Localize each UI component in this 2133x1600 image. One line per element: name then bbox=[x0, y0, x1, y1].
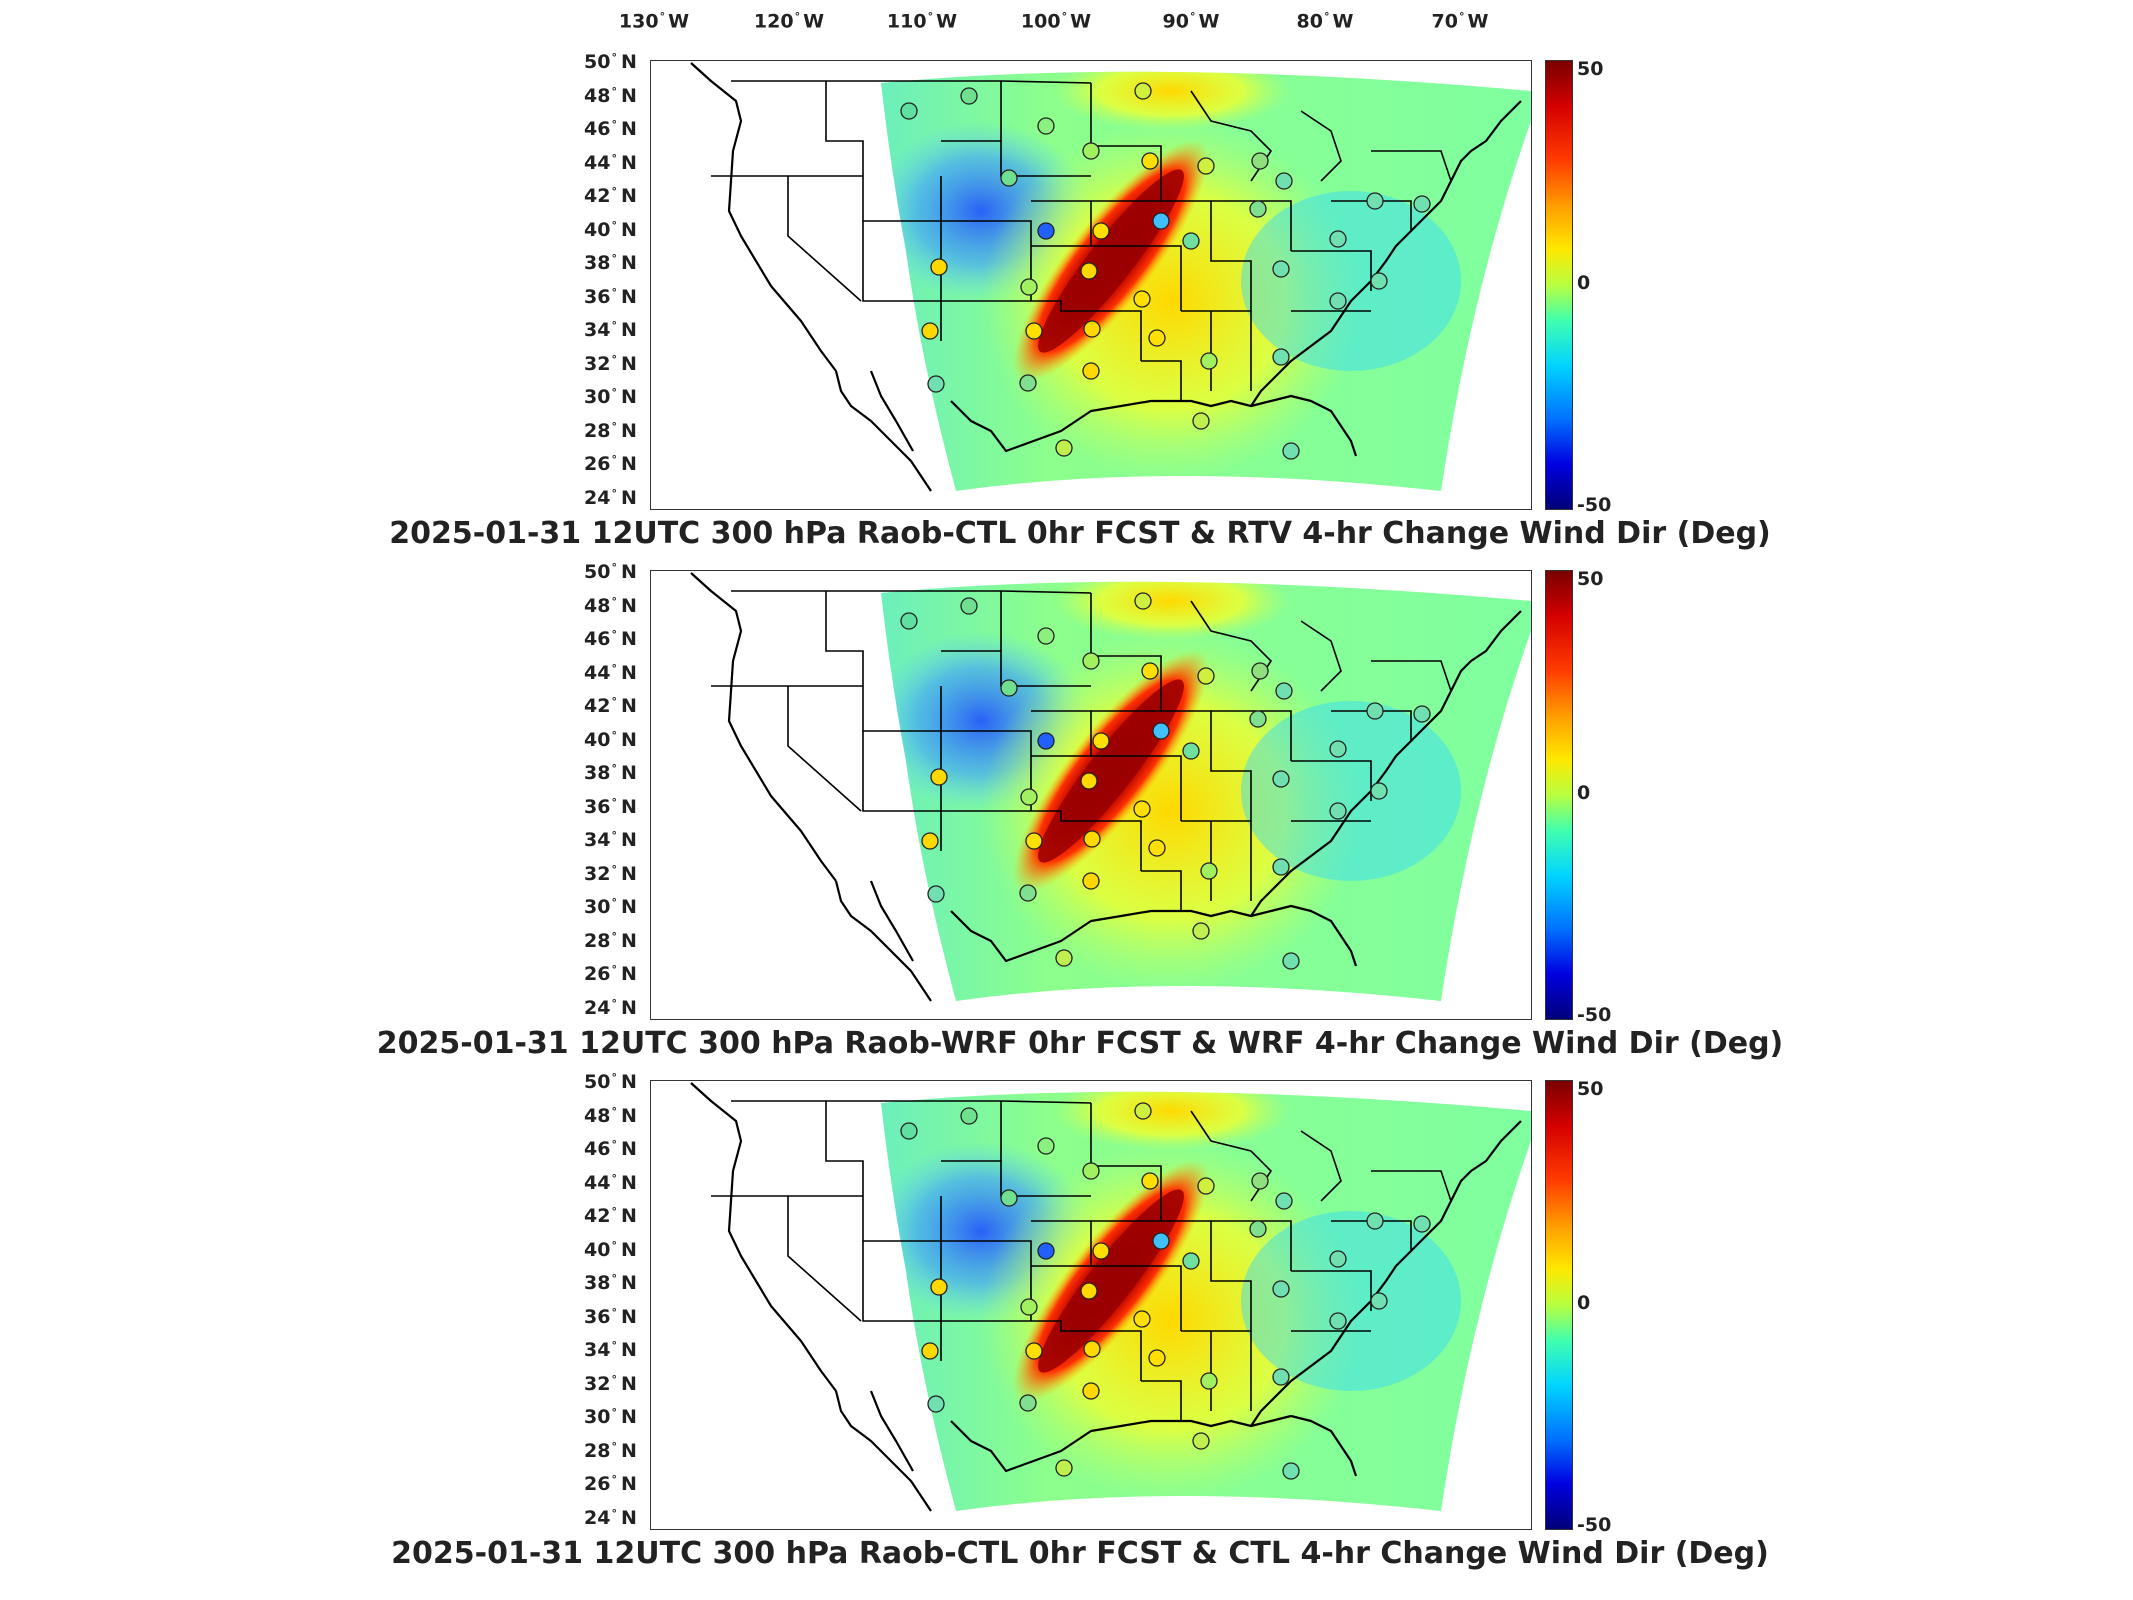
colorbar bbox=[1545, 60, 1573, 510]
map-panel-1: 50° N 48° N 46° N 44° N 42° N 40° N 38° N 36° N 34° N 32° N… bbox=[0, 50, 2133, 560]
field-yellow-north bbox=[1051, 581, 1291, 641]
map-svg bbox=[690, 572, 1531, 1002]
lat-label-24n: 24° N bbox=[584, 1506, 637, 1530]
map-frame bbox=[650, 60, 1532, 510]
colorbar-tick-min: -50 bbox=[1577, 1514, 1612, 1536]
lat-label-30n: 30° N bbox=[584, 1406, 637, 1429]
colorbar-tick-max: 50 bbox=[1577, 568, 1604, 590]
coastlines bbox=[690, 62, 1522, 492]
lat-label-46n: 46° N bbox=[584, 1137, 637, 1161]
panel-title: 2025-01-31 12UTC 300 hPa Raob-CTL 0hr FC… bbox=[391, 1536, 1769, 1571]
field-cyan-east bbox=[1241, 191, 1461, 371]
coastlines bbox=[690, 1082, 1522, 1512]
lat-label-32n: 32° N bbox=[584, 1372, 637, 1396]
lat-label-40n: 40° N bbox=[584, 728, 637, 751]
lon-label-120w: 120° W bbox=[753, 10, 825, 33]
lat-label-42n: 42° N bbox=[584, 184, 637, 208]
lat-label-38n: 38° N bbox=[584, 1272, 637, 1295]
lon-label-110w: 110° W bbox=[886, 10, 958, 33]
lat-label-24n: 24° N bbox=[584, 486, 637, 510]
lat-label-28n: 28° N bbox=[584, 1439, 637, 1463]
map-panel-3: 50° N 48° N 46° N 44° N 42° N 40° N 38° N 36° N 34° N 32° N… bbox=[0, 1070, 2133, 1580]
panel-title: 2025-01-31 12UTC 300 hPa Raob-WRF 0hr FC… bbox=[376, 1026, 1784, 1061]
field-cyan-east bbox=[1241, 701, 1461, 881]
colorbar-tick-max: 50 bbox=[1577, 1078, 1604, 1100]
lat-label-34n: 34° N bbox=[584, 319, 637, 342]
colorbar-tick-mid: 0 bbox=[1577, 272, 1591, 294]
field-cyan-east bbox=[1241, 1211, 1461, 1391]
map-frame bbox=[650, 570, 1532, 1020]
longitude-axis: 130° W 120° W 110° W 100° W 90° W 80° W 70° W bbox=[0, 0, 2133, 40]
state-borders bbox=[711, 1100, 1452, 1421]
lat-label-42n: 42° N bbox=[584, 1204, 637, 1228]
lon-label-90w: 90° W bbox=[1162, 10, 1220, 33]
lon-label-70w: 70° W bbox=[1431, 10, 1489, 33]
lat-label-34n: 34° N bbox=[584, 829, 637, 852]
map-svg bbox=[690, 1082, 1531, 1512]
lat-label-50n: 50° N bbox=[584, 560, 637, 584]
lat-label-34n: 34° N bbox=[584, 1339, 637, 1362]
map-panel-2: 50° N 48° N 46° N 44° N 42° N 40° N 38° N 36° N 34° N 32° N… bbox=[0, 560, 2133, 1070]
colorbar bbox=[1545, 1080, 1573, 1530]
lat-label-32n: 32° N bbox=[584, 862, 637, 886]
map-frame bbox=[650, 1080, 1532, 1530]
lat-label-36n: 36° N bbox=[584, 285, 637, 308]
lat-label-48n: 48° N bbox=[584, 594, 637, 617]
raob-stations bbox=[900, 592, 1431, 970]
raob-stations bbox=[900, 1102, 1431, 1480]
lat-label-42n: 42° N bbox=[584, 694, 637, 718]
state-borders bbox=[711, 590, 1452, 911]
lat-label-36n: 36° N bbox=[584, 795, 637, 818]
colorbar-tick-max: 50 bbox=[1577, 58, 1604, 80]
lat-label-28n: 28° N bbox=[584, 419, 637, 443]
lat-label-26n: 26° N bbox=[584, 453, 637, 476]
colorbar-tick-mid: 0 bbox=[1577, 782, 1591, 804]
lat-label-28n: 28° N bbox=[584, 929, 637, 953]
lat-label-50n: 50° N bbox=[584, 50, 637, 74]
lon-label-130w: 130° W bbox=[618, 10, 690, 33]
lat-label-38n: 38° N bbox=[584, 252, 637, 275]
lat-label-40n: 40° N bbox=[584, 218, 637, 241]
lat-label-40n: 40° N bbox=[584, 1238, 637, 1261]
lat-label-26n: 26° N bbox=[584, 963, 637, 986]
lat-label-44n: 44° N bbox=[584, 661, 637, 684]
raob-stations bbox=[900, 82, 1431, 460]
lat-label-46n: 46° N bbox=[584, 627, 637, 651]
coastlines bbox=[690, 572, 1522, 1002]
colorbar-tick-min: -50 bbox=[1577, 1004, 1612, 1026]
panel-title: 2025-01-31 12UTC 300 hPa Raob-CTL 0hr FC… bbox=[389, 516, 1771, 551]
lat-label-24n: 24° N bbox=[584, 996, 637, 1020]
lat-label-48n: 48° N bbox=[584, 84, 637, 107]
lat-label-44n: 44° N bbox=[584, 151, 637, 174]
colorbar bbox=[1545, 570, 1573, 1020]
lat-label-26n: 26° N bbox=[584, 1473, 637, 1496]
lat-label-30n: 30° N bbox=[584, 896, 637, 919]
lat-label-36n: 36° N bbox=[584, 1305, 637, 1328]
lat-label-50n: 50° N bbox=[584, 1070, 637, 1094]
colorbar-tick-min: -50 bbox=[1577, 494, 1612, 516]
lon-label-80w: 80° W bbox=[1296, 10, 1354, 33]
colorbar-tick-mid: 0 bbox=[1577, 1292, 1591, 1314]
lat-label-48n: 48° N bbox=[584, 1104, 637, 1127]
state-borders bbox=[711, 80, 1452, 401]
field-yellow-north bbox=[1051, 71, 1291, 131]
lat-label-38n: 38° N bbox=[584, 762, 637, 785]
lon-label-100w: 100° W bbox=[1020, 10, 1092, 33]
map-svg bbox=[690, 62, 1531, 492]
lat-label-32n: 32° N bbox=[584, 352, 637, 376]
field-yellow-north bbox=[1051, 1091, 1291, 1151]
lat-label-44n: 44° N bbox=[584, 1171, 637, 1194]
lat-label-30n: 30° N bbox=[584, 386, 637, 409]
lat-label-46n: 46° N bbox=[584, 117, 637, 141]
